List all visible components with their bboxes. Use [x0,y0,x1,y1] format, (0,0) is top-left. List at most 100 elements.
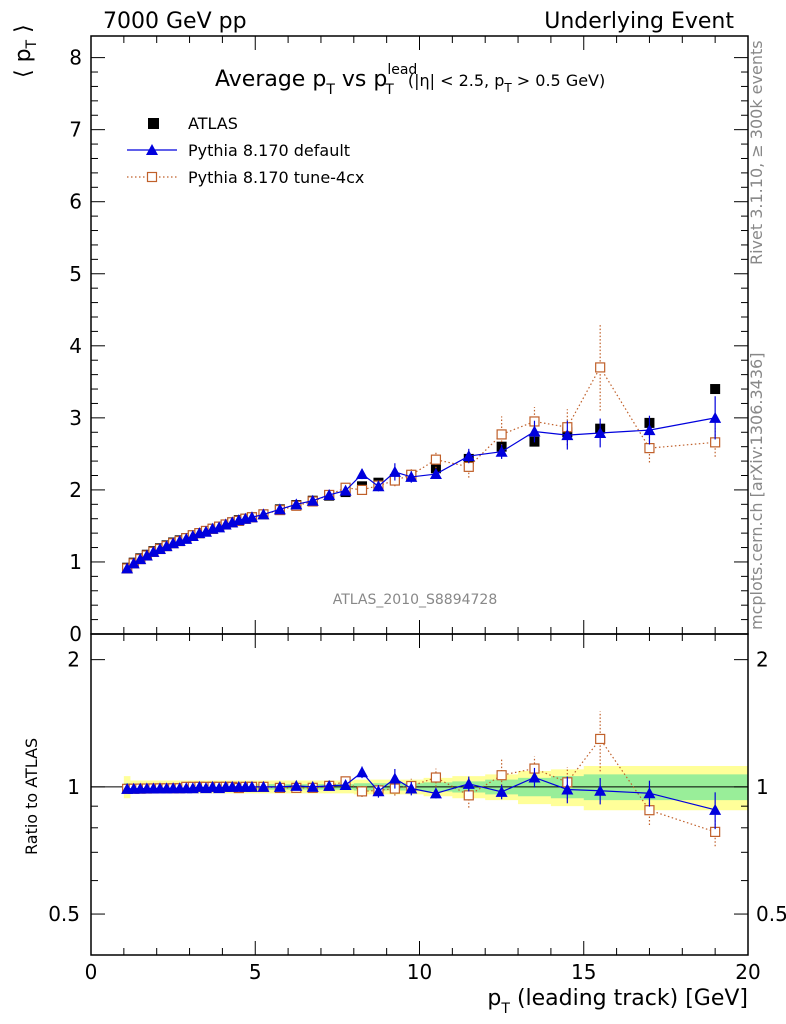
series-2-line [126,366,716,569]
data-point-default [528,425,541,437]
x-tick-label: 5 [249,960,262,984]
data-point-default [429,787,442,799]
data-point-tune [356,786,368,797]
data-point-default [643,424,656,436]
data-point-default [372,785,385,797]
ratio-axis-title: Ratio to ATLAS [22,738,41,855]
y-tick-label: 0 [69,622,82,646]
data-point-default [153,542,166,554]
y-tick-label: 3 [69,406,82,430]
legend: ATLAS Pythia 8.170 default Pythia 8.170 … [127,114,364,187]
data-point-default [245,780,258,792]
x-tick-label: 0 [85,960,98,984]
data-point-default [199,525,212,537]
data-point-default [290,498,303,510]
data-point-default [323,779,336,791]
data-point-default [127,557,140,569]
data-point-default [245,511,258,523]
data-point-default [323,488,336,500]
data-point-default [405,470,418,482]
axes: 0 5 10 15 20 0 1 2 3 4 5 6 7 8 0.5 0.5 1 1 2 2 [48,35,786,984]
ratio-tick-label-right: 2 [756,648,769,672]
ratio-panel-series [121,711,722,847]
data-point-tune [463,790,474,801]
data-point-default [273,503,286,515]
data-point-default [273,780,286,792]
data-point-default [462,450,475,462]
data-point-default [306,780,319,792]
data-point-default [147,545,160,557]
series-1-line [126,417,716,569]
main-panel-series [121,324,722,574]
y-tick-label: 7 [69,118,82,142]
y-tick-label: 6 [69,190,82,214]
data-point-default [356,468,369,480]
data-point-tune [595,733,606,745]
x-axis-title: pT (leading track) [GeV] [487,986,748,1017]
data-point-default [709,803,722,815]
series-0 [122,384,721,573]
data-point-tune [644,443,655,454]
data-point-default [405,782,418,794]
data-point-default [257,508,270,520]
data-point-default [462,777,475,789]
series-2 [122,324,721,574]
x-tick-label: 10 [407,960,432,984]
chart-title: Average pT vs plead T (|η| < 2.5, pT > 0.5… [215,62,605,98]
header-energy-label: 7000 GeV pp [103,9,247,34]
y-tick-label: 8 [69,46,82,70]
x-tick-label: 15 [571,960,596,984]
data-point-default [213,521,226,533]
data-point-default [709,411,722,423]
data-point-default [186,530,199,542]
data-point-default [429,468,442,480]
data-point-default [134,553,147,565]
data-point-tune [430,772,442,783]
data-point-tune [463,461,474,472]
data-point-default [495,445,508,457]
y-tick-label: 1 [69,550,82,574]
header-analysis-label: Underlying Event [544,9,734,34]
data-point-default [339,778,352,790]
series-1 [121,396,722,574]
data-point-default [160,540,173,552]
data-point-tune [595,362,606,373]
data-point-default [356,766,369,778]
ratio-tick-label-left: 0.5 [48,902,80,926]
y-tick-label: 4 [69,334,82,358]
legend-atlas-label: ATLAS [188,114,238,133]
series-1 [121,766,722,830]
mcplots-label: mcplots.cern.ch [arXiv:1306.3436] [747,353,766,630]
legend-default-label: Pythia 8.170 default [188,141,350,160]
data-point-default [594,784,607,796]
ratio-tick-label-left: 2 [67,648,80,672]
data-point-default [643,787,656,799]
data-point-default [290,779,303,791]
data-point-tune [356,484,368,496]
data-point-default [561,429,574,441]
legend-atlas-marker [148,118,159,129]
legend-tune-marker [146,171,158,183]
data-point-default [594,426,607,438]
y-tick-label: 2 [69,478,82,502]
y-axis-title: ⟨ pT ⟩ [11,24,40,78]
data-point-atlas [710,384,721,395]
data-point-default [388,465,401,477]
analysis-id-watermark: ATLAS_2010_S8894728 [333,592,498,608]
data-point-default [339,484,352,496]
legend-tune-label: Pythia 8.170 tune-4cx [188,168,364,187]
rivet-label: Rivet 3.1.10, ≥ 300k events [747,40,766,265]
data-point-tune [644,805,655,816]
ratio-tick-label-right: 0.5 [756,902,786,926]
data-point-default [388,772,401,784]
data-point-default [372,480,385,492]
ratio-tick-label-right: 1 [756,775,769,799]
data-point-tune [430,454,442,465]
data-point-default [306,494,319,506]
ratio-tick-label-left: 1 [67,775,80,799]
data-point-tune [496,770,507,781]
data-point-default [180,532,193,544]
x-tick-label: 20 [735,960,760,984]
data-point-default [495,785,508,797]
